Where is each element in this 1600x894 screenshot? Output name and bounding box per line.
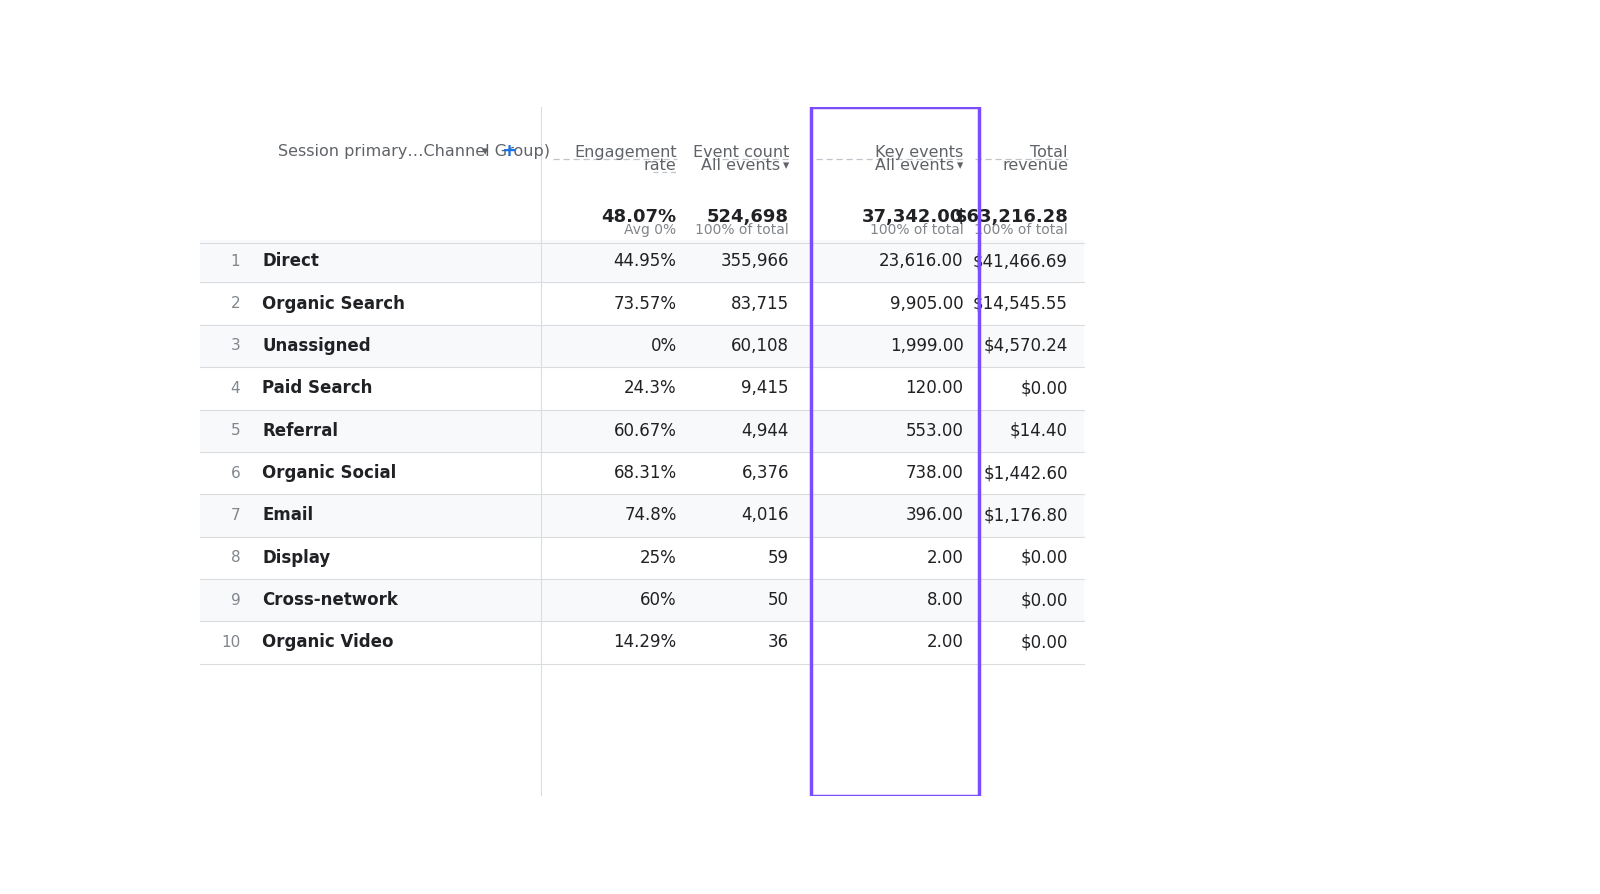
Text: 68.31%: 68.31% [613,464,677,482]
Text: Total: Total [1030,145,1069,160]
Text: 24.3%: 24.3% [624,379,677,397]
Text: 59: 59 [768,549,789,567]
Text: $1,442.60: $1,442.60 [984,464,1069,482]
Text: All events: All events [875,158,954,173]
Text: 355,966: 355,966 [720,252,789,270]
Text: 3: 3 [230,339,240,353]
Text: Paid Search: Paid Search [262,379,373,397]
Text: 8: 8 [230,550,240,565]
Text: +: + [501,142,515,160]
Text: 4: 4 [230,381,240,396]
Text: 0%: 0% [651,337,677,355]
Text: Display: Display [262,549,330,567]
Text: 14.29%: 14.29% [613,634,677,652]
Text: 553.00: 553.00 [906,422,963,440]
Bar [200,579,1083,621]
Text: Organic Social: Organic Social [262,464,397,482]
Text: 100% of total: 100% of total [974,224,1069,238]
Text: 23,616.00: 23,616.00 [878,252,963,270]
Text: 2: 2 [230,296,240,311]
Text: ▾: ▾ [482,145,488,157]
Text: Avg 0%: Avg 0% [624,224,677,238]
Text: 4,016: 4,016 [741,506,789,525]
Text: $0.00: $0.00 [1021,634,1069,652]
Text: $41,466.69: $41,466.69 [973,252,1069,270]
Text: 48.07%: 48.07% [602,207,677,225]
Text: Organic Video: Organic Video [262,634,394,652]
Text: Email: Email [262,506,314,525]
Bar [200,325,1083,367]
Text: $4,570.24: $4,570.24 [984,337,1069,355]
Text: 44.95%: 44.95% [614,252,677,270]
Text: 100% of total: 100% of total [696,224,789,238]
Text: 83,715: 83,715 [731,295,789,313]
Text: 738.00: 738.00 [906,464,963,482]
Text: $14.40: $14.40 [1010,422,1069,440]
Text: 6: 6 [230,466,240,481]
Text: Engagement: Engagement [574,145,677,160]
Text: $0.00: $0.00 [1021,379,1069,397]
Text: 4,944: 4,944 [742,422,789,440]
Text: 60,108: 60,108 [731,337,789,355]
Text: 1,999.00: 1,999.00 [890,337,963,355]
Text: 6,376: 6,376 [741,464,789,482]
Text: Referral: Referral [262,422,338,440]
Text: All events: All events [701,158,779,173]
Text: $0.00: $0.00 [1021,549,1069,567]
Text: 9,905.00: 9,905.00 [890,295,963,313]
Text: 60.67%: 60.67% [614,422,677,440]
Text: 1: 1 [230,254,240,269]
Text: 7: 7 [230,508,240,523]
Text: Unassigned: Unassigned [262,337,371,355]
Text: Direct: Direct [262,252,318,270]
Text: 2.00: 2.00 [926,634,963,652]
Bar [200,494,1083,536]
Text: 524,698: 524,698 [707,207,789,225]
Text: 2.00: 2.00 [926,549,963,567]
Text: Organic Search: Organic Search [262,295,405,313]
Text: 8.00: 8.00 [926,591,963,609]
Text: 120.00: 120.00 [906,379,963,397]
Text: Event count: Event count [693,145,789,160]
Text: 25%: 25% [640,549,677,567]
Text: 36: 36 [768,634,789,652]
Text: 74.8%: 74.8% [624,506,677,525]
Bar [811,107,979,796]
Text: Key events: Key events [875,145,963,160]
Text: ▾: ▾ [954,159,963,173]
Text: 73.57%: 73.57% [614,295,677,313]
Text: $63,216.28: $63,216.28 [954,207,1069,225]
Text: 9,415: 9,415 [741,379,789,397]
Text: Cross-network: Cross-network [262,591,398,609]
Text: 9: 9 [230,593,240,608]
Text: 37,342.00: 37,342.00 [862,207,963,225]
Bar [200,240,1083,283]
Bar [200,409,1083,451]
Text: 396.00: 396.00 [906,506,963,525]
Text: $1,176.80: $1,176.80 [984,506,1069,525]
Text: revenue: revenue [1002,158,1069,173]
Text: 100% of total: 100% of total [870,224,963,238]
Text: ▾: ▾ [779,159,789,173]
Text: rate: rate [643,158,677,173]
Text: 10: 10 [221,635,240,650]
Text: $0.00: $0.00 [1021,591,1069,609]
Text: Session primary…Channel Group): Session primary…Channel Group) [277,144,549,158]
Text: 5: 5 [230,423,240,438]
Text: $14,545.55: $14,545.55 [973,295,1069,313]
Text: 50: 50 [768,591,789,609]
Text: 60%: 60% [640,591,677,609]
